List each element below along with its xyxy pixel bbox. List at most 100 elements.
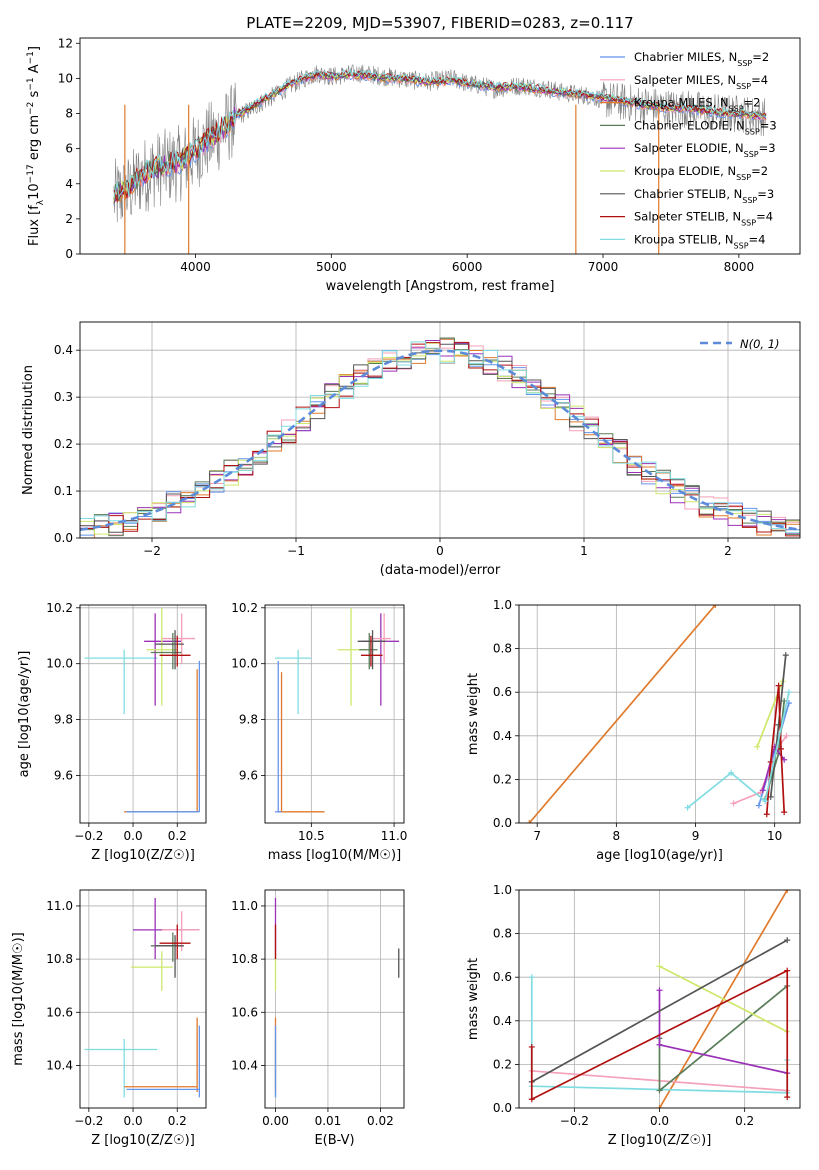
x-tick-label: 0.0 (650, 1114, 669, 1128)
y-tick-label: 0.0 (493, 1101, 512, 1115)
legend-label-suffix: =3 (760, 118, 777, 132)
legend-label-main: Salpeter STELIB, N (634, 210, 741, 224)
y-tick-label: 10 (58, 71, 73, 85)
plot-area-age_vs_Z (80, 605, 206, 823)
y-tick-label: 1.0 (493, 598, 512, 612)
legend-label-main: Chabrier MILES, N (634, 50, 737, 64)
y-tick-label: 0.2 (493, 772, 512, 786)
series-line (687, 692, 790, 809)
axes-age_vs_Z: −0.2 0.0 0.2 9.6 9.8 10.0 10.2 Z [log10(Z/Z☉)] a… (17, 601, 207, 863)
x-tick-label: 7000 (588, 260, 619, 274)
axes-frame (79, 604, 207, 824)
x-tick-label: −0.2 (74, 1114, 103, 1128)
y-tick-label: 0.8 (493, 927, 512, 941)
data-point (783, 732, 790, 739)
x-tick-label: 9 (692, 829, 700, 843)
y-tick-label: 11.0 (231, 899, 258, 913)
y-tick-label: 0.6 (493, 970, 512, 984)
legend-label-main: Chabrier ELODIE, N (634, 118, 745, 132)
y-tick-label: 9.8 (239, 713, 258, 727)
legend-label-sub: SSP (744, 150, 759, 159)
axes-frame (518, 604, 801, 824)
y-tick-label: 0.3 (54, 390, 73, 404)
x-tick-label: 7 (533, 829, 541, 843)
axes-mass_vs_ebv: 0.00 0.01 0.02 10.4 10.6 10.8 11.0 E(B-V) (231, 889, 405, 1148)
legend-label-main: Kroupa MILES, N (634, 96, 729, 110)
series-line (530, 969, 789, 1101)
legend-label-sub: SSP (745, 127, 760, 136)
x-tick-label: 0 (436, 544, 444, 558)
y-axis-label-part: A (27, 64, 42, 77)
data-point (775, 682, 782, 689)
y-tick-label: 10.0 (46, 657, 73, 671)
legend-label-suffix: =4 (751, 73, 768, 87)
axes-frame (518, 889, 801, 1109)
x-tick-label: 0.02 (367, 1114, 394, 1128)
y-tick-label: 0.4 (493, 1014, 512, 1028)
x-tick-label: 0.01 (315, 1114, 342, 1128)
y-tick-label: 0.6 (493, 685, 512, 699)
axes-frame (79, 321, 801, 539)
y-axis-label: Flux [fλ10−17 erg cm−2 s−1 A−1] (26, 46, 46, 246)
x-axis-label: (data-model)/error (380, 563, 501, 578)
y-axis-label-part: −17 (26, 164, 36, 183)
y-tick-label: 0.2 (493, 1057, 512, 1071)
data-point (656, 1105, 663, 1108)
y-tick-label: 10.4 (46, 1058, 73, 1072)
x-tick-label: 2 (724, 544, 732, 558)
model-spectrum-line (113, 72, 767, 202)
legend-entry-label: Salpeter ELODIE, NSSP=3 (634, 141, 776, 159)
y-tick-label: 6 (65, 142, 73, 156)
x-tick-label: 0.0 (124, 1114, 143, 1128)
legend-label-suffix: =2 (751, 164, 768, 178)
y-tick-label: 9.6 (54, 768, 73, 782)
y-tick-label: 10.2 (231, 601, 258, 615)
data-point (526, 820, 533, 823)
y-axis-label-part: −2 (26, 102, 36, 115)
y-axis-label-part: s (27, 90, 42, 101)
axes-residuals: −2 −1 0 1 2 0.0 0.1 0.2 0.3 0.4 (data-model)/error… (21, 321, 801, 578)
data-point (730, 800, 737, 807)
legend-label-sub: SSP (736, 173, 751, 182)
x-axis-label: wavelength [Angstrom, rest frame] (326, 279, 555, 294)
axes-massweight_vs_age: 7 8 9 10 0.0 0.2 0.4 0.6 0.8 1.0 age [log10(age/yr… (466, 598, 801, 863)
data-point (782, 652, 789, 659)
y-axis-label-part: −1 (26, 77, 36, 90)
axes-spectrum: 4000 5000 6000 7000 8000 0 2 4 6 8 10 12 wavelength … (26, 36, 801, 294)
data-point (767, 758, 774, 765)
legend-label-suffix: =3 (757, 187, 774, 201)
x-tick-label: 6000 (452, 260, 483, 274)
x-tick-label: 4000 (180, 260, 211, 274)
legend-label-main: Kroupa ELODIE, N (634, 164, 736, 178)
y-tick-label: 0.0 (493, 816, 512, 830)
series-line (658, 985, 788, 1092)
plot-area-massweight_vs_age (519, 605, 800, 823)
legend-label-sub: SSP (741, 218, 756, 227)
y-tick-label: 1.0 (493, 883, 512, 897)
y-tick-label: 0.4 (54, 343, 73, 357)
data-point (684, 804, 691, 811)
y-tick-label: 9.8 (54, 713, 73, 727)
figure-title: PLATE=2209, MJD=53907, FIBERID=0283, z=0… (246, 14, 633, 32)
data-point (528, 1096, 535, 1103)
data-point (778, 745, 785, 752)
y-axis-label-part: erg cm (27, 115, 42, 164)
series-line (528, 605, 716, 823)
axes-frame (79, 37, 801, 255)
legend-entry-label: Kroupa ELODIE, NSSP=2 (634, 164, 768, 182)
x-tick-label: 5000 (316, 260, 347, 274)
plot-area-spectrum (113, 64, 767, 254)
y-tick-label: 0.0 (54, 531, 73, 545)
legend-label-sub: SSP (737, 59, 752, 68)
y-tick-label: 9.6 (239, 768, 258, 782)
legend-entry-label: Chabrier STELIB, NSSP=3 (634, 187, 774, 205)
normal-reference-curve (80, 349, 800, 532)
legend-entry-label: N(0, 1) (740, 337, 780, 351)
x-tick-label: 0.2 (168, 1114, 187, 1128)
legend-label-sub: SSP (736, 81, 751, 90)
plot-area-age_vs_mass (265, 605, 404, 823)
y-tick-label: 8 (65, 107, 73, 121)
legend-entry-label: Salpeter STELIB, NSSP=4 (634, 210, 773, 228)
y-tick-label: 10.2 (46, 601, 73, 615)
x-tick-label: 11.0 (381, 829, 408, 843)
